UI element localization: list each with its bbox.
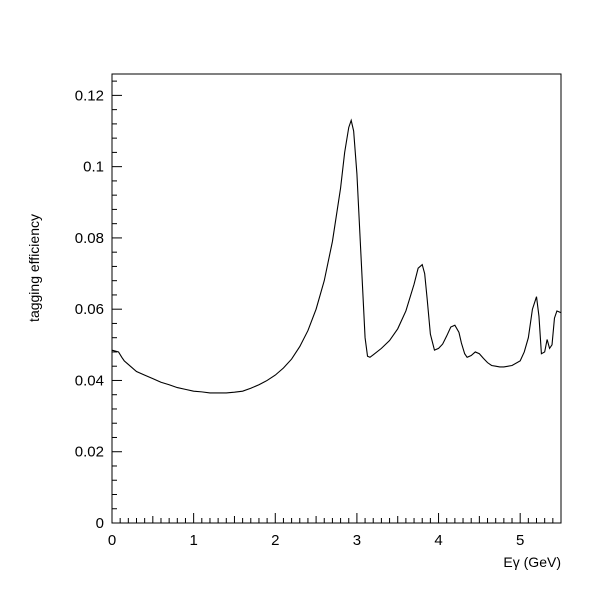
y-tick-label: 0 [96, 515, 104, 532]
plot-frame [111, 73, 562, 524]
x-tick-label: 3 [353, 532, 361, 549]
y-tick-label: 0.06 [75, 301, 104, 318]
efficiency-curve [111, 118, 562, 394]
x-tick-label: 1 [189, 532, 197, 549]
y-axis-ticks: 0 0.02 0.04 0.06 0.08 0.1 0.12 [75, 80, 122, 532]
x-tick-label: 4 [434, 532, 442, 549]
y-tick-label: 0.02 [75, 444, 104, 461]
x-axis-ticks: 0 1 2 3 4 5 [108, 513, 562, 549]
y-tick-label: 0.08 [75, 230, 104, 247]
y-axis-title: tagging efficiency [26, 214, 42, 322]
y-tick-label: 0.1 [83, 159, 104, 176]
y-tick-label: 0.12 [75, 87, 104, 104]
x-tick-label: 5 [516, 532, 524, 549]
x-tick-label: 0 [108, 532, 116, 549]
x-tick-label: 2 [271, 532, 279, 549]
x-axis-title: Eγ (GeV) [503, 554, 561, 570]
y-tick-label: 0.04 [75, 372, 104, 389]
